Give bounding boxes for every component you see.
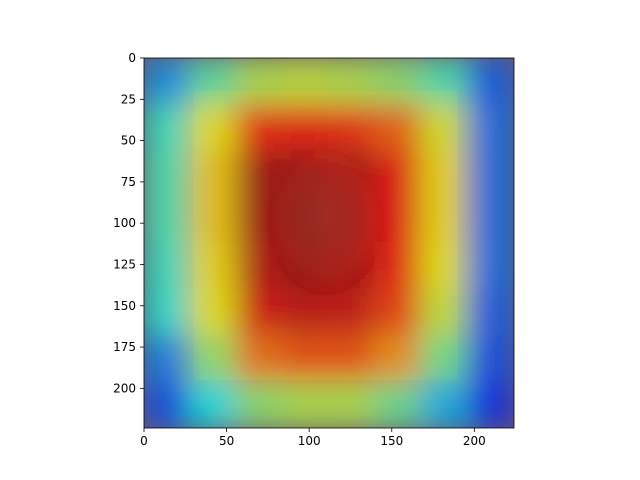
heat-cell — [144, 195, 192, 244]
heat-cell — [374, 334, 423, 383]
heat-cell — [189, 334, 238, 383]
y-tick-label: 100 — [113, 216, 136, 230]
heat-cell — [374, 149, 423, 198]
heat-cell — [466, 242, 514, 291]
x-tick-label: 200 — [463, 434, 486, 448]
heatmap-image — [144, 58, 514, 428]
heat-cell — [374, 380, 423, 428]
x-tick-label: 100 — [298, 434, 321, 448]
heat-cell — [420, 149, 469, 198]
heat-cell — [466, 380, 514, 428]
y-tick-label: 75 — [121, 175, 136, 189]
heat-cell — [144, 242, 192, 291]
heatmap-plot — [143, 57, 515, 429]
heat-cell — [235, 242, 284, 291]
heat-cell — [420, 58, 469, 106]
heat-cell — [189, 58, 238, 106]
heat-cell — [189, 149, 238, 198]
x-tick-label: 50 — [219, 434, 234, 448]
heat-cell — [281, 58, 330, 106]
heat-cell — [281, 380, 330, 428]
heat-cell — [420, 334, 469, 383]
heat-cell — [144, 149, 192, 198]
heat-cell — [374, 242, 423, 291]
heat-cell — [144, 58, 192, 106]
heat-cell — [235, 58, 284, 106]
y-tick-label: 25 — [121, 92, 136, 106]
heat-cell — [466, 103, 514, 152]
heat-cell — [420, 103, 469, 152]
heat-cell — [144, 288, 192, 337]
axes-frame — [143, 57, 515, 429]
x-tick-label: 0 — [140, 434, 148, 448]
heat-cell — [328, 380, 377, 428]
heat-cell — [328, 103, 377, 152]
heat-cell — [144, 380, 192, 428]
heat-cell — [328, 195, 377, 244]
heat-cell — [189, 380, 238, 428]
y-tick-label: 200 — [113, 381, 136, 395]
x-axis: 0 50 100 150 200 — [140, 428, 486, 448]
heat-cell — [420, 288, 469, 337]
heat-cell — [189, 242, 238, 291]
heat-cell — [420, 242, 469, 291]
heat-cell — [235, 288, 284, 337]
heat-cell — [144, 103, 192, 152]
heat-cell — [466, 334, 514, 383]
heat-cell — [466, 195, 514, 244]
heat-cell — [328, 334, 377, 383]
heat-cell — [374, 58, 423, 106]
y-tick-label: 175 — [113, 340, 136, 354]
heat-cell — [420, 195, 469, 244]
heat-cell — [281, 103, 330, 152]
heat-cell — [466, 288, 514, 337]
heat-cell — [328, 58, 377, 106]
heat-cell — [235, 149, 284, 198]
heat-cell — [281, 195, 330, 244]
heat-cell — [466, 149, 514, 198]
heat-cell — [281, 334, 330, 383]
heat-cell — [328, 288, 377, 337]
x-tick-label: 150 — [380, 434, 403, 448]
heat-cell — [144, 334, 192, 383]
heat-cell — [328, 242, 377, 291]
heat-cell — [466, 58, 514, 106]
y-tick-label: 150 — [113, 299, 136, 313]
y-tick-label: 0 — [128, 51, 136, 65]
heat-cell — [189, 195, 238, 244]
heat-cell — [235, 334, 284, 383]
heat-cell — [235, 103, 284, 152]
heat-cell — [189, 103, 238, 152]
heat-overlay — [144, 58, 514, 428]
heat-cell — [328, 149, 377, 198]
heat-cell — [281, 288, 330, 337]
heat-cell — [281, 149, 330, 198]
y-tick-label: 50 — [121, 134, 136, 148]
heat-cell — [374, 195, 423, 244]
heat-cell — [235, 380, 284, 428]
y-tick-label: 125 — [113, 257, 136, 271]
heat-cell — [374, 288, 423, 337]
heat-cell — [374, 103, 423, 152]
heat-cell — [281, 242, 330, 291]
heat-cell — [420, 380, 469, 428]
y-axis: 0 25 50 75 100 125 150 175 200 — [113, 51, 144, 395]
heat-cell — [235, 195, 284, 244]
heat-cell — [189, 288, 238, 337]
